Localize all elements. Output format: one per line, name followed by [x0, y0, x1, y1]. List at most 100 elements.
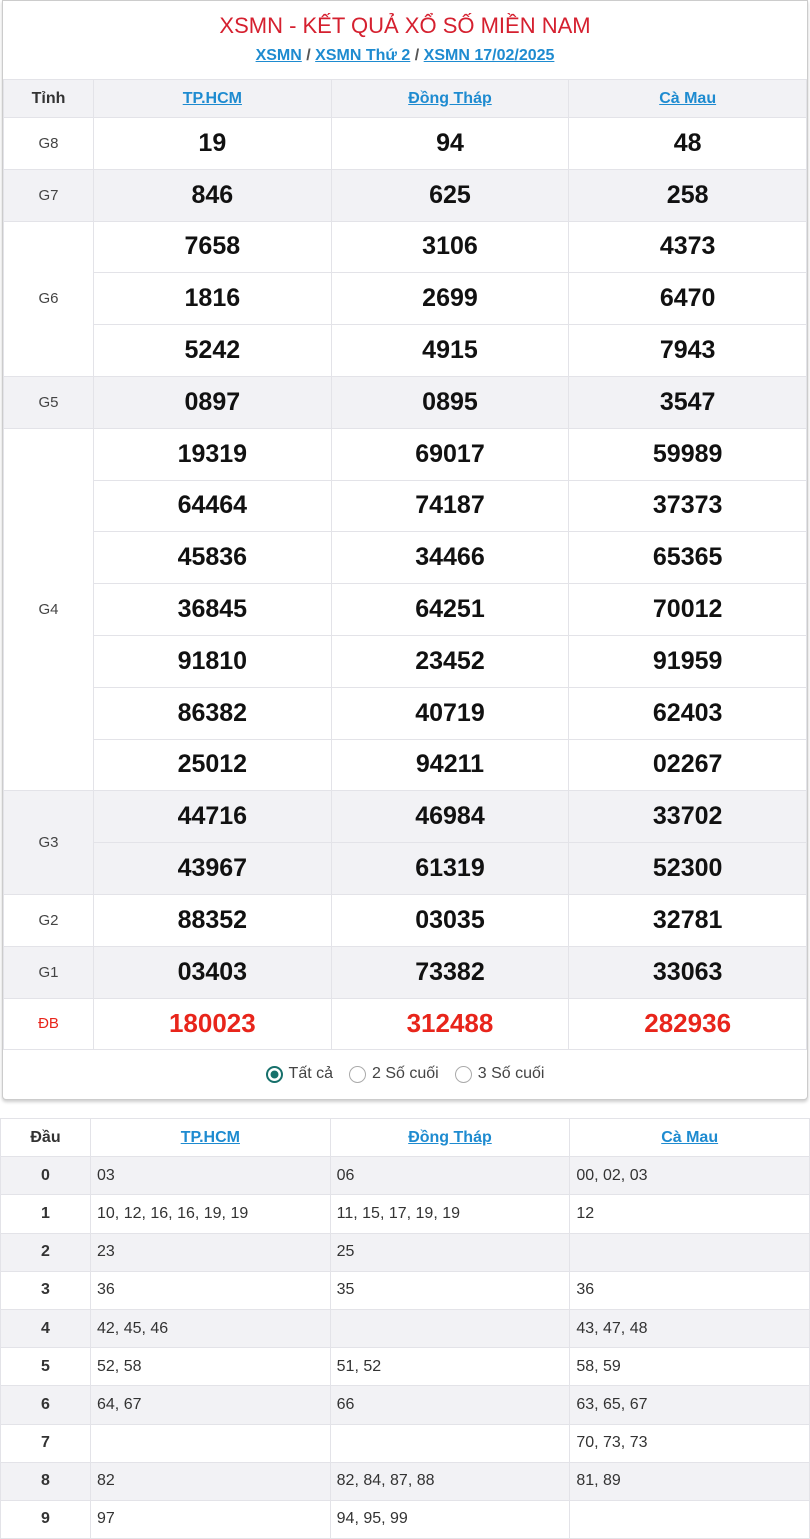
dau-row: 5 52, 58 51, 52 58, 59 [0, 1347, 810, 1387]
prize-label: G3 [3, 790, 94, 895]
prize-number: 0897 [93, 375, 332, 429]
prize-number: 19 [93, 117, 332, 170]
dau-values: 43, 47, 48 [569, 1308, 810, 1349]
prize-number: 40719 [330, 686, 570, 740]
radio-label: 2 Số cuối [372, 1065, 439, 1083]
prize-number: 02267 [568, 738, 807, 792]
prize-number: 94211 [330, 738, 570, 792]
prize-number: 59989 [568, 427, 807, 481]
filter-radio-0[interactable]: Tất cả [265, 1065, 334, 1083]
dau-values [329, 1423, 571, 1463]
radio-label: Tất cả [288, 1065, 334, 1083]
province-link[interactable]: Cà Mau [661, 1128, 719, 1146]
prize-number: 70012 [568, 583, 807, 636]
dau-digit: 2 [0, 1232, 91, 1272]
dau-row: 7 70, 73, 73 [0, 1423, 810, 1463]
prize-row: G1 03403 73382 33063 [3, 945, 807, 999]
prize-number: 64464 [93, 479, 332, 533]
prize-label: G8 [3, 117, 94, 170]
prize-number: 61319 [330, 842, 570, 895]
prize-number: 3547 [568, 375, 807, 429]
dau-values: 35 [329, 1270, 571, 1310]
prize-number: 36845 [93, 583, 332, 636]
prize-row: G3 44716 46984 33702 [3, 790, 807, 895]
results-table: Tỉnh TP.HCM Đồng Tháp Cà Mau G8 19 94 48 G7 8… [3, 79, 807, 1051]
province-link[interactable]: Cà Mau [659, 89, 717, 107]
dau-digit: 4 [0, 1308, 91, 1349]
dau-table: Đầu TP.HCM Đồng Tháp Cà Mau 0 03 06 00, 02,… [0, 1117, 810, 1539]
prize-label: G6 [3, 220, 94, 377]
prize-row: 86382 40719 62403 [4, 686, 807, 740]
dau-values: 52, 58 [90, 1347, 331, 1387]
prize-label: G5 [3, 375, 94, 429]
prize-row: G4 19319 69017 59989 [3, 427, 807, 792]
prize-number: 3106 [330, 220, 570, 274]
prize-number: 64251 [330, 583, 570, 636]
col-header-dau: Đầu [0, 1117, 91, 1158]
dau-row: 1 10, 12, 16, 16, 19, 19 11, 15, 17, 19, 1… [0, 1194, 810, 1234]
prize-number: 19319 [93, 427, 332, 481]
dau-values [569, 1499, 810, 1539]
dau-row: 0 03 06 00, 02, 03 [0, 1156, 810, 1196]
dau-values: 06 [329, 1156, 571, 1196]
prize-number: 312488 [330, 997, 570, 1051]
prize-number: 33702 [568, 790, 807, 844]
prize-number: 88352 [93, 893, 332, 947]
dau-values: 00, 02, 03 [569, 1156, 810, 1196]
digit-filter: Tất cả 2 Số cuối 3 Số cuối [3, 1050, 807, 1098]
col-header-province: Tỉnh [3, 79, 94, 118]
dau-digit: 3 [0, 1270, 91, 1310]
prize-number: 5242 [93, 324, 332, 377]
dau-values: 97 [90, 1499, 331, 1539]
prize-number: 625 [330, 168, 570, 222]
prize-number: 7658 [93, 220, 332, 274]
results-card: XSMN - KẾT QUẢ XỔ SỐ MIỀN NAM XSMN / XSM… [2, 0, 808, 1100]
filter-radio-1[interactable]: 2 Số cuối [349, 1065, 439, 1083]
breadcrumb-xsmn[interactable]: XSMN [255, 47, 302, 64]
prize-number: 6470 [568, 272, 807, 326]
dau-row: 8 82 82, 84, 87, 88 81, 89 [0, 1461, 810, 1501]
dau-values: 51, 52 [329, 1347, 571, 1387]
prize-number: 74187 [330, 479, 570, 533]
dau-digit: 8 [0, 1461, 91, 1501]
prize-number: 43967 [93, 842, 332, 895]
prize-number: 7943 [568, 324, 807, 377]
prize-number: 48 [568, 117, 807, 170]
province-link[interactable]: Đồng Tháp [408, 1128, 492, 1146]
dau-digit: 1 [0, 1194, 91, 1234]
dau-row: 6 64, 67 66 63, 65, 67 [0, 1385, 810, 1425]
dau-values: 10, 12, 16, 16, 19, 19 [90, 1194, 331, 1234]
prize-number: 03035 [330, 893, 570, 947]
radio-icon[interactable] [349, 1065, 367, 1083]
province-link[interactable]: Đồng Tháp [408, 89, 492, 107]
prize-number: 69017 [330, 427, 570, 481]
prize-number: 86382 [93, 686, 332, 740]
prize-number: 282936 [568, 997, 807, 1051]
prize-number: 1816 [93, 272, 332, 326]
breadcrumb-weekday[interactable]: XSMN Thứ 2 [315, 47, 411, 64]
prize-row: G8 19 94 48 [3, 117, 807, 170]
prize-row: 45836 34466 65365 [4, 531, 807, 585]
dau-values: 25 [329, 1232, 571, 1272]
prize-row: ĐB 180023 312488 282936 [3, 997, 807, 1051]
radio-icon[interactable] [265, 1065, 283, 1083]
filter-radio-2[interactable]: 3 Số cuối [454, 1065, 544, 1083]
prize-number: 65365 [568, 531, 807, 585]
province-link[interactable]: TP.HCM [182, 89, 242, 107]
prize-row: 5242 4915 7943 [4, 324, 807, 377]
breadcrumb-date[interactable]: XSMN 17/02/2025 [423, 47, 555, 64]
province-link[interactable]: TP.HCM [180, 1128, 240, 1146]
prize-label: G1 [3, 945, 94, 999]
prize-number: 4373 [568, 220, 807, 274]
prize-number: 03403 [93, 945, 332, 999]
dau-row: 9 97 94, 95, 99 [0, 1499, 810, 1539]
dau-row: 3 36 35 36 [0, 1270, 810, 1310]
dau-digit: 6 [0, 1385, 91, 1425]
radio-icon[interactable] [454, 1065, 472, 1083]
prize-number: 62403 [568, 686, 807, 740]
dau-values: 82, 84, 87, 88 [329, 1461, 571, 1501]
dau-values: 03 [90, 1156, 331, 1196]
dau-row: 4 42, 45, 46 43, 47, 48 [0, 1308, 810, 1349]
prize-label: ĐB [3, 997, 94, 1051]
dau-values: 12 [569, 1194, 810, 1234]
